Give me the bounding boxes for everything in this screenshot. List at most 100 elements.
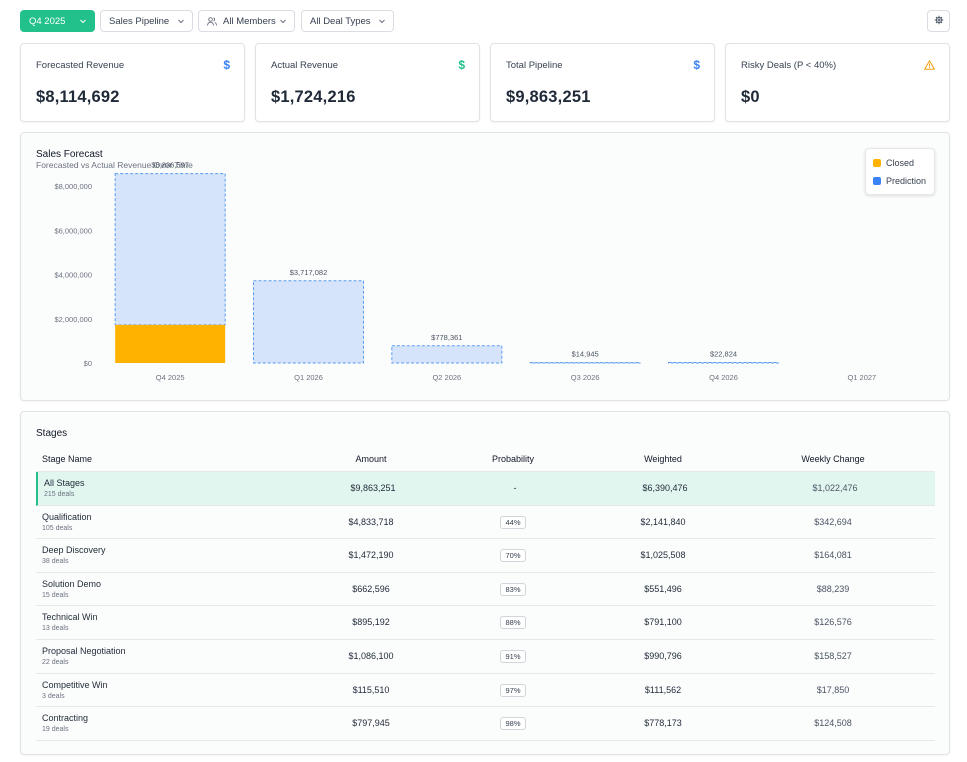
x-tick-label: Q2 2026 — [432, 373, 461, 382]
weighted-value: $990,796 — [644, 650, 682, 661]
y-tick-label: $2,000,000 — [54, 315, 92, 324]
prediction-bar — [668, 361, 779, 364]
kpi-label: Forecasted Revenue — [36, 60, 125, 71]
chevron-down-icon — [177, 17, 185, 28]
dollar-icon: $ — [223, 58, 230, 72]
table-row[interactable]: Qualification 105 deals $4,833,718 44% $2,14… — [36, 506, 935, 540]
stage-name: Technical Win — [42, 612, 98, 623]
sales-forecast-chart: $0 $2,000,000 $4,000,000 $6,000,000 $8,000,0… — [54, 161, 876, 382]
probability-cell: 70% — [433, 549, 593, 563]
column-header-weekly-change[interactable]: Weekly Change — [801, 454, 865, 464]
kpi-value: $8,114,692 — [36, 88, 120, 106]
prediction-bar — [253, 280, 364, 364]
warning-icon — [924, 59, 935, 73]
probability-badge: 70% — [500, 549, 526, 563]
x-tick-label: Q1 2026 — [294, 373, 323, 382]
bar-data-label: $22,824 — [710, 349, 737, 358]
x-tick-label: Q3 2026 — [571, 373, 600, 382]
deal-types-select[interactable]: All Deal Types — [301, 10, 394, 32]
amount-value: $115,510 — [352, 684, 390, 695]
amount-value: $662,596 — [352, 583, 390, 594]
table-body: All Stages 215 deals $9,863,251 - $6,390,476… — [36, 472, 935, 741]
filter-bar: Q4 2025 Sales Pipeline All Members All D… — [20, 10, 950, 32]
table-row[interactable]: Contracting 19 deals $797,945 98% $778,173 $1… — [36, 707, 935, 741]
probability-cell: 83% — [433, 582, 593, 596]
table-row[interactable]: Deep Discovery 38 deals $1,472,190 70% $1,02… — [36, 539, 935, 573]
weighted-value: $6,390,476 — [642, 483, 688, 493]
weekly-change-value: $124,508 — [814, 718, 852, 729]
quarter-select[interactable]: Q4 2025 — [20, 10, 95, 32]
table-row-all-stages[interactable]: All Stages 215 deals $9,863,251 - $6,390,476… — [36, 472, 935, 506]
kpi-label: Risky Deals (P < 40%) — [741, 60, 837, 71]
probability-badge: 83% — [500, 582, 526, 596]
stage-name: Contracting — [42, 713, 89, 724]
column-header-stage-name[interactable]: Stage Name — [42, 454, 93, 464]
members-select[interactable]: All Members — [198, 10, 295, 32]
weighted-value: $778,173 — [644, 718, 682, 729]
weighted-value: $1,025,508 — [640, 550, 686, 561]
legend-item-closed[interactable]: Closed — [873, 158, 914, 168]
stage-deal-count: 215 deals — [44, 491, 75, 498]
kpi-actual-revenue: Actual Revenue $ $1,724,216 — [255, 43, 480, 122]
kpi-value: $1,724,216 — [271, 88, 356, 106]
quarter-select-label: Q4 2025 — [29, 15, 66, 27]
bar-data-label: $778,361 — [431, 333, 462, 342]
weekly-change-value: $126,576 — [814, 617, 852, 628]
bar-data-label: $3,717,082 — [290, 268, 328, 277]
stage-deal-count: 3 deals — [42, 692, 65, 700]
probability-cell: 44% — [433, 515, 593, 529]
chevron-down-icon — [378, 17, 386, 28]
column-header-amount[interactable]: Amount — [355, 454, 387, 464]
table-row[interactable]: Proposal Negotiation 22 deals $1,086,100 91… — [36, 640, 935, 674]
table-header: Stage Name Amount Probability Weighted W… — [36, 447, 935, 472]
members-select-label: All Members — [223, 15, 276, 27]
chart-title: Sales Forecast — [36, 149, 103, 160]
x-tick-label: Q4 2025 — [156, 373, 185, 382]
amount-value: $797,945 — [352, 718, 390, 729]
pipeline-select[interactable]: Sales Pipeline — [100, 10, 193, 32]
x-tick-label: Q1 2027 — [847, 373, 876, 382]
amount-value: $9,863,251 — [350, 483, 396, 493]
chart-legend: Closed Prediction — [865, 148, 935, 195]
stage-name: Solution Demo — [42, 578, 102, 589]
probability-badge: 98% — [500, 717, 526, 731]
stage-deal-count: 105 deals — [42, 524, 73, 532]
bar-data-label: $6,836,597 — [151, 161, 189, 170]
prediction-bar — [114, 173, 226, 326]
legend-item-prediction[interactable]: Prediction — [873, 176, 926, 186]
sales-forecast-panel: Sales Forecast Forecasted vs Actual Reve… — [20, 132, 950, 401]
probability-cell: 97% — [433, 683, 593, 697]
stage-name: Deep Discovery — [42, 545, 106, 556]
probability-value: - — [513, 483, 517, 493]
probability-cell: 98% — [433, 717, 593, 731]
table-row[interactable]: Competitive Win 3 deals $115,510 97% $111,56… — [36, 674, 935, 708]
probability-cell: 88% — [433, 616, 593, 630]
column-header-weighted[interactable]: Weighted — [644, 454, 682, 464]
kpi-label: Total Pipeline — [506, 60, 563, 71]
table-row[interactable]: Technical Win 13 deals $895,192 88% $791,100… — [36, 606, 935, 640]
probability-badge: 97% — [500, 683, 526, 697]
amount-value: $4,833,718 — [348, 516, 394, 527]
amount-value: $895,192 — [352, 617, 390, 628]
settings-button[interactable] — [927, 10, 950, 32]
stage-name: Proposal Negotiation — [42, 645, 126, 656]
column-header-probability[interactable]: Probability — [491, 454, 535, 464]
bar-data-label: $14,945 — [572, 350, 599, 359]
stage-name: Qualification — [42, 511, 92, 522]
prediction-bar — [391, 345, 503, 364]
legend-label: Prediction — [886, 176, 927, 186]
legend-swatch — [873, 177, 881, 185]
stage-deal-count: 38 deals — [42, 558, 69, 566]
stage-deal-count: 13 deals — [42, 625, 69, 633]
table-row[interactable]: Solution Demo 15 deals $662,596 83% $551,496… — [36, 573, 935, 607]
stages-panel: Stages Stage Name Amount Probability Wei… — [20, 411, 950, 755]
weekly-change-value: $88,239 — [816, 583, 850, 594]
pipeline-select-label: Sales Pipeline — [109, 15, 170, 27]
y-tick-label: $6,000,000 — [54, 226, 92, 235]
weekly-change-value: $1,022,476 — [812, 483, 858, 493]
deal-types-select-label: All Deal Types — [310, 15, 371, 27]
weekly-change-value: $164,081 — [814, 550, 852, 561]
kpi-value: $9,863,251 — [506, 88, 591, 106]
probability-badge: 44% — [500, 515, 526, 529]
kpi-label: Actual Revenue — [271, 60, 339, 71]
